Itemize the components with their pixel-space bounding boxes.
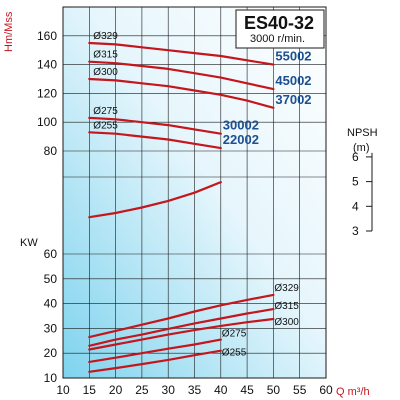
power-diameter-label: Ø329: [274, 283, 299, 294]
x-tick-label: 40: [214, 383, 228, 397]
head-curve: [88, 131, 222, 150]
power-curve: [88, 293, 275, 339]
power-diameter-label: Ø255: [222, 348, 247, 359]
head-tick-label: 140: [37, 58, 57, 72]
npsh-curve: [88, 181, 222, 219]
head-diameter-label: Ø329: [93, 31, 118, 42]
power-curve: [88, 338, 222, 363]
x-tick-label: 20: [109, 383, 123, 397]
title-box: [235, 9, 325, 49]
head-diameter-label: Ø275: [93, 106, 118, 117]
npsh-axis-label: NPSH: [347, 127, 378, 139]
power-curve: [88, 308, 275, 347]
model-label: 37002: [275, 92, 311, 107]
x-tick-label: 45: [240, 383, 254, 397]
power-tick-label: 30: [44, 321, 58, 335]
power-tick-label: 10: [44, 371, 58, 385]
head-tick-label: 80: [44, 144, 58, 158]
model-label: 22002: [223, 132, 259, 147]
x-tick-label: 50: [267, 383, 281, 397]
power-tick-label: 50: [44, 272, 58, 286]
power-diameter-label: Ø275: [222, 329, 247, 340]
model-label: 30002: [223, 118, 259, 133]
power-diameter-label: Ø300: [274, 317, 299, 328]
chart-title: ES40-32: [244, 13, 314, 33]
head-axis-label: Hm/Mss: [3, 11, 15, 52]
power-curve: [88, 349, 222, 373]
npsh-tick-label: 6: [352, 150, 359, 164]
curves: [88, 41, 275, 373]
head-tick-label: 120: [37, 86, 57, 100]
head-curve: [88, 77, 275, 109]
npsh-tick-label: 3: [352, 224, 359, 238]
x-tick-label: 35: [188, 383, 202, 397]
head-tick-label: 160: [37, 29, 57, 43]
x-tick-label: 30: [162, 383, 176, 397]
head-curve: [88, 116, 222, 135]
npsh-axis-unit: (m): [353, 142, 370, 154]
labels: ES40-32 3000 r/min. Q m³/h Hm/Mss NPSH (…: [3, 11, 378, 398]
x-axis-label: Q m³/h: [336, 386, 370, 398]
chart-subtitle: 3000 r/min.: [250, 33, 305, 45]
power-axis-label: KW: [20, 237, 38, 249]
x-tick-label: 10: [56, 383, 70, 397]
head-diameter-label: Ø255: [93, 120, 118, 131]
model-label: 55002: [275, 49, 311, 64]
x-tick-label: 60: [319, 383, 333, 397]
power-tick-label: 20: [44, 346, 58, 360]
head-diameter-label: Ø315: [93, 50, 118, 61]
power-tick-label: 40: [44, 297, 58, 311]
npsh-tick-label: 4: [352, 199, 359, 213]
head-tick-label: 100: [37, 115, 57, 129]
model-label: 45002: [275, 73, 311, 88]
grid: [62, 7, 373, 379]
power-curve: [88, 317, 275, 351]
head-diameter-label: Ø300: [93, 67, 118, 78]
x-tick-label: 25: [135, 383, 149, 397]
npsh-tick-label: 5: [352, 175, 359, 189]
head-curve: [88, 60, 275, 91]
x-tick-label: 15: [83, 383, 97, 397]
head-curve: [88, 41, 275, 66]
power-tick-label: 60: [44, 247, 58, 261]
power-diameter-label: Ø315: [274, 301, 299, 312]
x-tick-label: 55: [293, 383, 307, 397]
